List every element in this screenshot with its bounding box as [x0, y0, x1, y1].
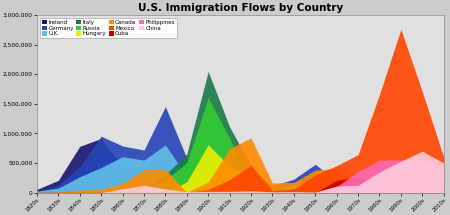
Legend: Ireland, Germany, U.K., Italy, Russia, Hungary, Canada, Mexico, Cuba, Philippine: Ireland, Germany, U.K., Italy, Russia, H… — [40, 18, 177, 38]
Title: U.S. Immigration Flows by Country: U.S. Immigration Flows by Country — [138, 3, 343, 13]
